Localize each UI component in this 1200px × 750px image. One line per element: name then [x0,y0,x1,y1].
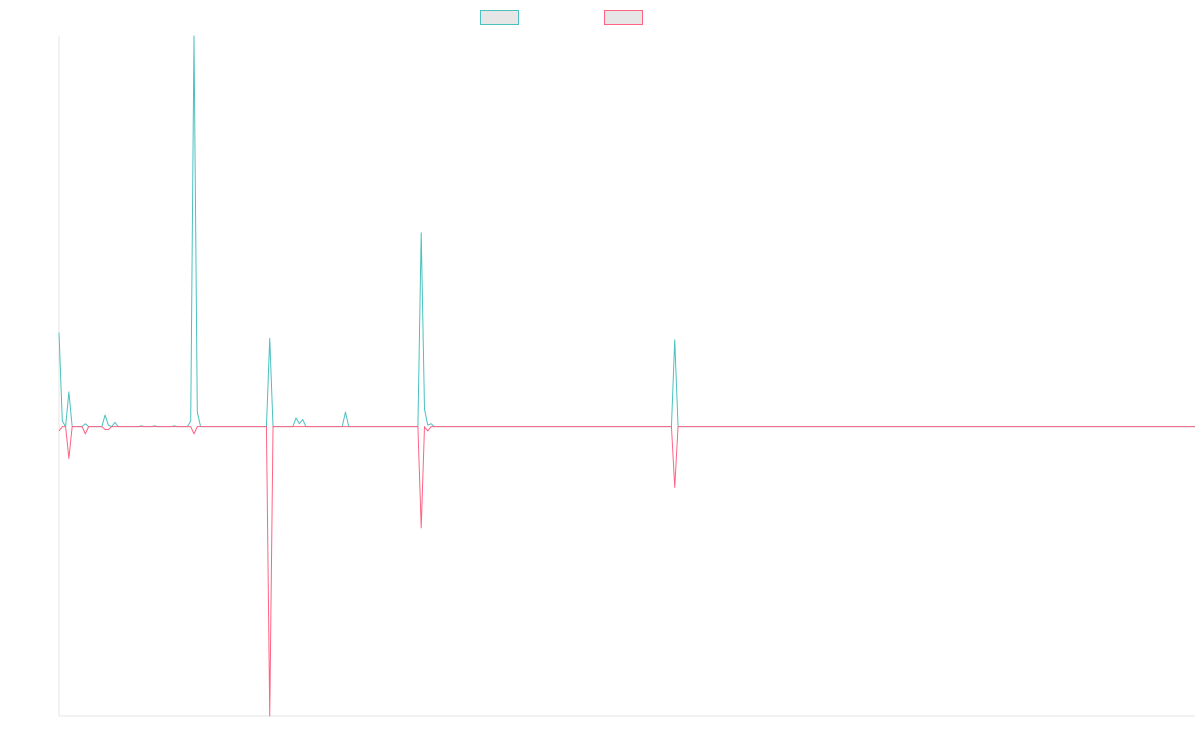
legend-swatch-series-1 [480,9,519,25]
legend [0,9,1200,27]
series-line-1 [58,35,1195,428]
legend-swatch-series-2 [604,9,643,25]
legend-item-series-1[interactable] [480,9,525,25]
series-line-2 [58,426,1195,717]
legend-item-series-2[interactable] [604,9,649,25]
